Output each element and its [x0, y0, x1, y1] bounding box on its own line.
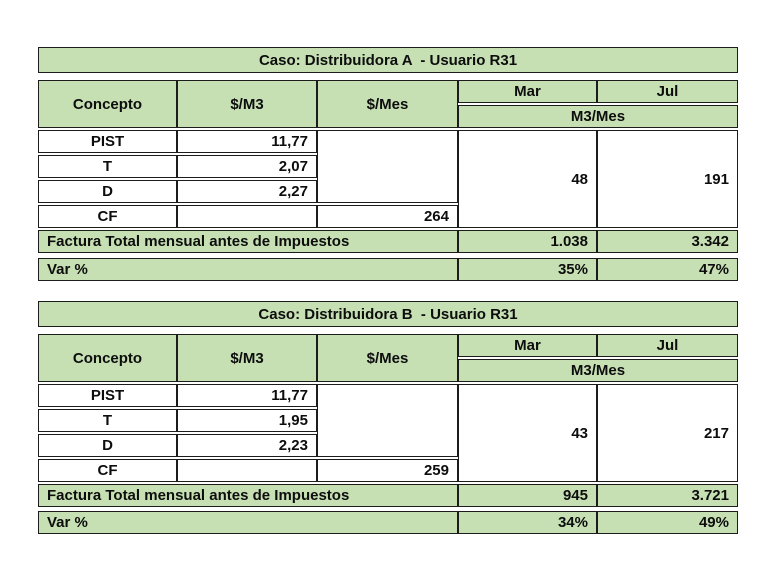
table-b-cell-jul-m3: 217: [597, 384, 738, 482]
table-a-total-jul: 3.342: [597, 230, 738, 253]
table-a-header-concepto: Concepto: [38, 80, 177, 128]
table-a-header-mar: Mar: [458, 80, 597, 103]
table-a-cell-mar-m3: 48: [458, 130, 597, 228]
table-a-cell-t-label: T: [38, 155, 177, 178]
table-a-cell-cf-per-mes: 264: [317, 205, 458, 228]
table-b-title: Caso: Distribuidora B - Usuario R31: [38, 301, 738, 327]
table-a-header-per-mes: $/Mes: [317, 80, 458, 128]
table-a-total-label: Factura Total mensual antes de Impuestos: [38, 230, 458, 253]
table-a-cell-d-per-m3: 2,27: [177, 180, 317, 203]
table-b-header-jul: Jul: [597, 334, 738, 357]
table-a-cell-d-label: D: [38, 180, 177, 203]
table-b-header-mar: Mar: [458, 334, 597, 357]
table-a-header-jul: Jul: [597, 80, 738, 103]
table-a-cell-pist-per-m3: 11,77: [177, 130, 317, 153]
table-b-cell-pist-per-m3: 11,77: [177, 384, 317, 407]
table-b-header-concepto: Concepto: [38, 334, 177, 382]
table-a-header-per-m3: $/M3: [177, 80, 317, 128]
table-a-cell-pist-label: PIST: [38, 130, 177, 153]
table-b-cell-t-per-m3: 1,95: [177, 409, 317, 432]
table-b-header-per-mes: $/Mes: [317, 334, 458, 382]
table-a-cell-per-mes-empty: [317, 130, 458, 203]
table-b-var-mar: 34%: [458, 511, 597, 534]
table-a-var-row: Var % 35% 47%: [38, 258, 738, 281]
table-b-header-m3-mes: M3/Mes: [458, 359, 738, 382]
table-b-var-jul: 49%: [597, 511, 738, 534]
table-b-total-jul: 3.721: [597, 484, 738, 507]
table-b-cell-cf-per-mes: 259: [317, 459, 458, 482]
table-a-cell-jul-m3: 191: [597, 130, 738, 228]
table-a-cell-cf-label: CF: [38, 205, 177, 228]
table-a-var-label: Var %: [38, 258, 458, 281]
table-b-total-label: Factura Total mensual antes de Impuestos: [38, 484, 458, 507]
table-a-var-mar: 35%: [458, 258, 597, 281]
table-b-cell-d-label: D: [38, 434, 177, 457]
table-a-cell-cf-per-m3: [177, 205, 317, 228]
table-a: Concepto $/M3 $/Mes Mar Jul M3/Mes PIST …: [38, 80, 738, 253]
table-a-total-mar: 1.038: [458, 230, 597, 253]
table-b-total-mar: 945: [458, 484, 597, 507]
table-b-cell-per-mes-empty: [317, 384, 458, 457]
table-b-var-row: Var % 34% 49%: [38, 511, 738, 534]
table-a-title: Caso: Distribuidora A - Usuario R31: [38, 47, 738, 73]
table-b-cell-mar-m3: 43: [458, 384, 597, 482]
table-b-cell-cf-per-m3: [177, 459, 317, 482]
table-b-cell-cf-label: CF: [38, 459, 177, 482]
table-b-cell-t-label: T: [38, 409, 177, 432]
table-b-cell-d-per-m3: 2,23: [177, 434, 317, 457]
table-b: Concepto $/M3 $/Mes Mar Jul M3/Mes PIST …: [38, 334, 738, 507]
table-a-header-m3-mes: M3/Mes: [458, 105, 738, 128]
table-a-cell-t-per-m3: 2,07: [177, 155, 317, 178]
table-b-cell-pist-label: PIST: [38, 384, 177, 407]
table-b-header-per-m3: $/M3: [177, 334, 317, 382]
table-b-var-label: Var %: [38, 511, 458, 534]
table-a-var-jul: 47%: [597, 258, 738, 281]
